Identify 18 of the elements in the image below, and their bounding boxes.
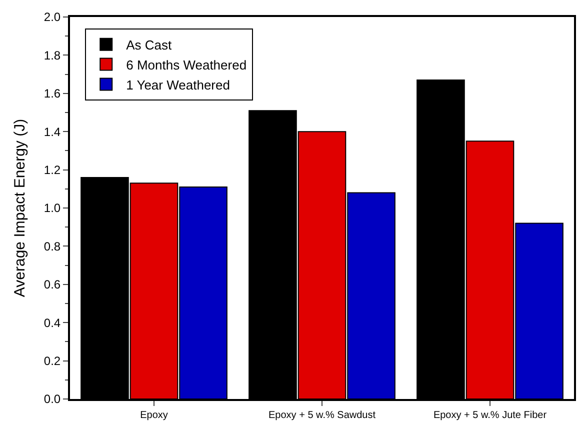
legend-label: As Cast	[126, 37, 172, 52]
x-tick-label: Epoxy + 5 w.% Sawdust	[268, 410, 376, 421]
legend-label: 6 Months Weathered	[126, 57, 247, 72]
x-tick-label: Epoxy	[140, 410, 168, 421]
y-tick-label: 0.8	[44, 239, 61, 254]
y-tick-label: 0.4	[44, 316, 61, 330]
y-tick-label: 1.4	[44, 124, 61, 139]
y-tick-label: 2.0	[44, 10, 61, 24]
y-tick-label: 1.0	[44, 201, 61, 216]
x-tick-label: Epoxy + 5 w.% Jute Fiber	[433, 410, 548, 421]
y-tick-label: 1.6	[44, 86, 61, 101]
legend-label: 1 Year Weathered	[126, 77, 230, 92]
y-tick-label: 0.2	[44, 354, 61, 368]
y-tick-label: 0.6	[44, 278, 61, 292]
y-tick-label: 1.8	[44, 48, 61, 62]
y-tick-label: 1.2	[44, 163, 61, 177]
y-tick-label: 0.0	[44, 392, 61, 406]
y-axis-title: Average Impact Energy (J)	[12, 118, 29, 298]
